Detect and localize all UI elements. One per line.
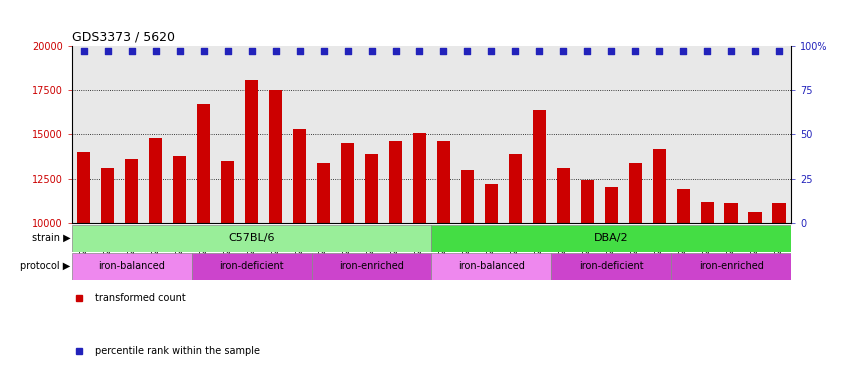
- Bar: [341, 143, 354, 223]
- Point: [652, 48, 666, 55]
- Point: [365, 48, 378, 55]
- Point: [629, 48, 642, 55]
- Text: DBA/2: DBA/2: [594, 233, 629, 243]
- Text: iron-deficient: iron-deficient: [579, 261, 644, 271]
- Bar: [102, 168, 114, 223]
- Bar: [293, 129, 306, 223]
- Text: transformed count: transformed count: [95, 293, 185, 303]
- Bar: [557, 168, 570, 223]
- Point: [341, 48, 354, 55]
- Text: GDS3373 / 5620: GDS3373 / 5620: [72, 30, 175, 43]
- Bar: [552, 253, 671, 280]
- Bar: [269, 90, 283, 223]
- Point: [460, 48, 474, 55]
- Bar: [724, 203, 738, 223]
- Point: [533, 48, 547, 55]
- Point: [437, 48, 450, 55]
- Text: iron-enriched: iron-enriched: [339, 261, 404, 271]
- Point: [245, 48, 259, 55]
- Text: iron-balanced: iron-balanced: [458, 261, 525, 271]
- Bar: [580, 180, 594, 223]
- Point: [316, 48, 330, 55]
- Bar: [431, 225, 791, 252]
- Bar: [749, 212, 761, 223]
- Bar: [197, 104, 211, 223]
- Text: C57BL/6: C57BL/6: [228, 233, 275, 243]
- Point: [149, 48, 162, 55]
- Point: [604, 48, 618, 55]
- Bar: [671, 253, 791, 280]
- Text: percentile rank within the sample: percentile rank within the sample: [95, 346, 260, 356]
- Point: [101, 48, 114, 55]
- Bar: [125, 159, 139, 223]
- Point: [749, 48, 762, 55]
- Bar: [149, 138, 162, 223]
- Text: protocol ▶: protocol ▶: [20, 261, 70, 271]
- Point: [413, 48, 426, 55]
- Bar: [72, 225, 431, 252]
- Bar: [677, 189, 689, 223]
- Bar: [772, 203, 786, 223]
- Bar: [413, 132, 426, 223]
- Bar: [437, 141, 450, 223]
- Bar: [245, 79, 258, 223]
- Point: [77, 48, 91, 55]
- Point: [724, 48, 738, 55]
- Point: [485, 48, 498, 55]
- Point: [269, 48, 283, 55]
- Point: [388, 48, 403, 55]
- Bar: [311, 253, 431, 280]
- Point: [197, 48, 211, 55]
- Point: [580, 48, 594, 55]
- Bar: [431, 253, 552, 280]
- Point: [173, 48, 186, 55]
- Bar: [485, 184, 498, 223]
- Bar: [77, 152, 91, 223]
- Point: [700, 48, 714, 55]
- Point: [293, 48, 306, 55]
- Point: [677, 48, 690, 55]
- Bar: [192, 253, 311, 280]
- Bar: [317, 163, 330, 223]
- Text: iron-balanced: iron-balanced: [98, 261, 165, 271]
- Bar: [652, 149, 666, 223]
- Point: [557, 48, 570, 55]
- Bar: [533, 110, 546, 223]
- Point: [125, 48, 139, 55]
- Text: iron-enriched: iron-enriched: [699, 261, 764, 271]
- Bar: [508, 154, 522, 223]
- Point: [508, 48, 522, 55]
- Bar: [605, 187, 618, 223]
- Bar: [72, 253, 192, 280]
- Point: [772, 48, 786, 55]
- Bar: [629, 163, 642, 223]
- Text: iron-deficient: iron-deficient: [219, 261, 284, 271]
- Bar: [365, 154, 378, 223]
- Bar: [173, 156, 186, 223]
- Bar: [461, 170, 474, 223]
- Bar: [389, 141, 402, 223]
- Point: [221, 48, 234, 55]
- Text: strain ▶: strain ▶: [31, 233, 70, 243]
- Bar: [221, 161, 234, 223]
- Bar: [700, 202, 714, 223]
